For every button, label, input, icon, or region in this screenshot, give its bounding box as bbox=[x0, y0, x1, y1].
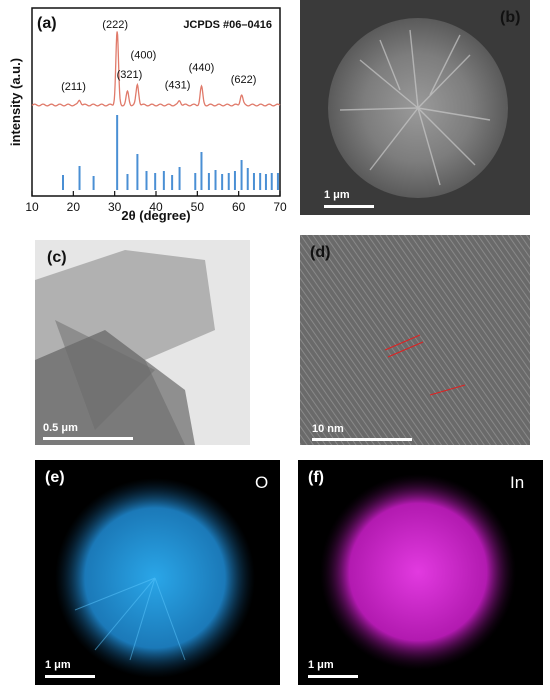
y-axis-title: intensity (a.u.) bbox=[8, 58, 23, 146]
panel-d-hrtem-image: (d) 10 nm bbox=[300, 235, 530, 445]
eds-o-image: (e) O 1 μm bbox=[35, 460, 280, 685]
lattice-annotation bbox=[384, 334, 466, 396]
scalebar-d bbox=[312, 438, 412, 441]
panel-f-eds-in-map: (f) In 1 μm bbox=[298, 460, 543, 685]
peak-label: (440) bbox=[189, 62, 215, 74]
x-tick-label: 10 bbox=[25, 200, 39, 214]
panel-label-a: (a) bbox=[37, 15, 57, 32]
scalebar-e bbox=[45, 675, 95, 678]
panel-b-sem-image: (b) 1 μm bbox=[300, 0, 530, 215]
xrd-chart: 10 20 30 40 50 60 70 (211) (222) (321) (400) (431)… bbox=[8, 7, 287, 223]
scalebar-f bbox=[308, 675, 358, 678]
hrtem-lattice-image: (d) 10 nm bbox=[300, 235, 530, 445]
scale-text-b: 1 μm bbox=[324, 189, 350, 201]
x-tick-label: 40 bbox=[149, 200, 163, 214]
panel-c-tem-image: (c) 0.5 μm bbox=[35, 240, 250, 445]
panel-label-c: (c) bbox=[47, 249, 67, 266]
eds-in-image: (f) In 1 μm bbox=[298, 460, 543, 685]
peak-label: (222) bbox=[102, 19, 128, 31]
peak-label: (622) bbox=[231, 74, 257, 86]
scale-text-d: 10 nm bbox=[312, 423, 344, 435]
x-tick-label: 50 bbox=[191, 200, 205, 214]
xrd-pattern-line bbox=[31, 31, 281, 107]
panel-label-f: (f) bbox=[308, 469, 324, 486]
x-tick-label: 70 bbox=[273, 200, 287, 214]
peak-label: (211) bbox=[61, 81, 86, 93]
scalebar-b bbox=[324, 205, 374, 208]
peak-label: (321) bbox=[117, 69, 143, 81]
panel-label-d: (d) bbox=[310, 244, 330, 261]
x-tick-label: 20 bbox=[67, 200, 81, 214]
sem-flower-image: (b) 1 μm bbox=[300, 0, 530, 215]
peak-label: (431) bbox=[165, 80, 191, 92]
x-tick-label: 60 bbox=[232, 200, 246, 214]
element-label-o: O bbox=[255, 473, 268, 492]
reference-label: JCPDS #06–0416 bbox=[183, 19, 272, 31]
panel-label-b: (b) bbox=[500, 9, 520, 26]
plot-frame bbox=[31, 7, 281, 197]
scalebar-c bbox=[43, 437, 133, 440]
panel-e-eds-o-map: (e) O 1 μm bbox=[35, 460, 280, 685]
tem-sheet-image: (c) 0.5 μm bbox=[35, 240, 250, 445]
x-tick-label: 30 bbox=[108, 200, 122, 214]
scale-text-e: 1 μm bbox=[45, 659, 71, 671]
x-axis-title: 2θ (degree) bbox=[121, 208, 190, 223]
panel-a-xrd: 10 20 30 40 50 60 70 (211) (222) (321) (400) (431)… bbox=[0, 0, 295, 225]
scale-text-f: 1 μm bbox=[308, 659, 334, 671]
peak-label: (400) bbox=[131, 50, 157, 62]
scale-text-c: 0.5 μm bbox=[43, 422, 78, 434]
element-label-in: In bbox=[510, 473, 524, 492]
panel-label-e: (e) bbox=[45, 469, 65, 486]
